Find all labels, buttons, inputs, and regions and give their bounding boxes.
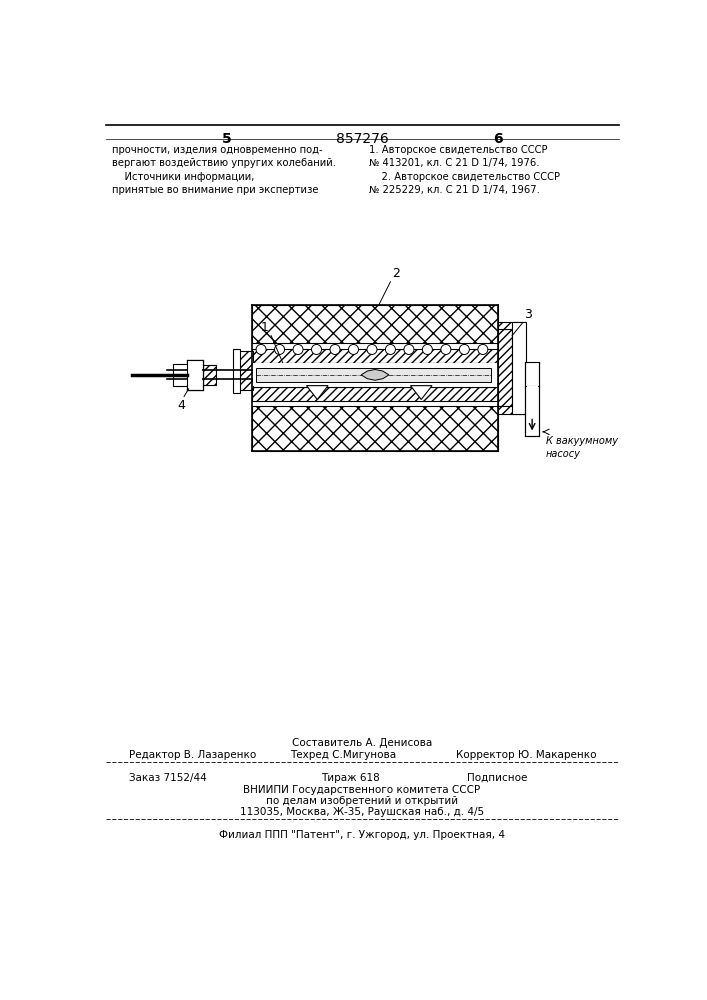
Bar [173,364,189,386]
Polygon shape [411,386,432,400]
Text: Подписное: Подписное [467,773,528,783]
Bar [187,360,203,389]
Bar [527,386,537,434]
Text: Корректор Ю. Макаренко: Корректор Ю. Макаренко [456,750,597,760]
Bar [252,406,498,451]
Bar [252,363,498,387]
Text: Техред С.Мигунова: Техред С.Мигунова [291,750,397,760]
Text: Тираж 618: Тираж 618 [321,773,380,783]
Text: К вакуумному
насосу: К вакуумному насосу [546,436,618,459]
Circle shape [441,344,451,354]
Text: 2: 2 [392,267,400,280]
Bar [252,363,498,386]
Bar [525,362,539,388]
Circle shape [293,344,303,354]
Bar [187,360,203,389]
Bar [525,386,532,436]
Circle shape [367,344,377,354]
Bar [239,351,252,389]
Bar [252,349,498,363]
Circle shape [349,344,358,354]
Bar [513,323,525,413]
Polygon shape [361,369,389,380]
Text: 1. Авторское свидетельство СССР
№ 413201, кл. С 21 D 1/74, 1976.
    2. Авторско: 1. Авторское свидетельство СССР № 413201… [369,145,560,195]
Text: 3: 3 [525,308,532,321]
Bar [498,329,512,406]
Circle shape [404,344,414,354]
Circle shape [330,344,340,354]
Text: 113035, Москва, Ж-35, Раушская наб., д. 4/5: 113035, Москва, Ж-35, Раушская наб., д. … [240,807,484,817]
Bar [201,365,216,385]
Text: ВНИИПИ Государственного комитета СССР: ВНИИПИ Государственного комитета СССР [243,785,481,795]
Polygon shape [307,386,328,400]
Text: 4: 4 [177,399,185,412]
Circle shape [312,344,322,354]
Bar [174,365,187,385]
Circle shape [256,344,266,354]
Circle shape [274,344,284,354]
Bar [252,387,498,401]
Bar [498,322,525,329]
Bar [233,349,240,393]
Bar [525,386,539,436]
Text: 5: 5 [221,132,231,146]
Text: Редактор В. Лазаренко: Редактор В. Лазаренко [129,750,256,760]
Bar [188,361,201,389]
Bar [256,368,491,382]
Bar [533,386,539,436]
Text: Заказ 7152/44: Заказ 7152/44 [129,773,206,783]
Circle shape [422,344,433,354]
Circle shape [460,344,469,354]
Text: Составитель А. Денисова: Составитель А. Денисова [292,738,432,748]
Bar [498,406,525,414]
Bar [512,322,526,414]
Bar [252,305,498,343]
Text: 1: 1 [261,321,269,334]
Text: 6: 6 [493,132,503,146]
Text: Филиал ППП "Патент", г. Ужгород, ул. Проектная, 4: Филиал ППП "Патент", г. Ужгород, ул. Про… [219,830,505,840]
Text: по делам изобретений и открытий: по делам изобретений и открытий [266,796,458,806]
Circle shape [385,344,395,354]
Text: 857276: 857276 [336,132,388,146]
Text: прочности, изделия одновременно под-
вергают воздействию упругих колебаний.
    : прочности, изделия одновременно под- вер… [112,145,336,195]
Circle shape [478,344,488,354]
